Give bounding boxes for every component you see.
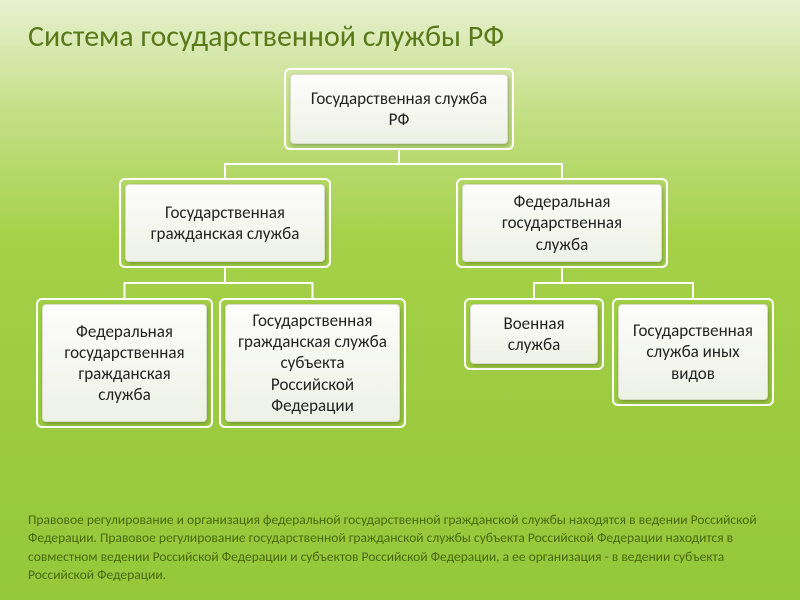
node-fed: Федеральная государственная служба: [462, 184, 662, 262]
node-civil: Государственная гражданская служба: [125, 184, 325, 262]
node-civil1: Федеральная государственная гражданская …: [42, 304, 207, 422]
node-label: Федеральная государственная гражданская …: [55, 321, 194, 406]
node-label: Военная служба: [483, 313, 585, 356]
node-root: Государственная служба РФ: [290, 74, 508, 144]
page-title: Система государственной службы РФ: [0, 0, 800, 55]
node-fed2: Государственная служба иных видов: [618, 304, 768, 400]
node-label: Государственная служба РФ: [303, 88, 495, 131]
node-label: Государственная гражданская служба субъе…: [238, 310, 387, 416]
node-label: Государственная служба иных видов: [631, 320, 755, 384]
footnote-text: Правовое регулирование и организация фед…: [28, 511, 772, 584]
node-label: Федеральная государственная служба: [475, 191, 649, 255]
node-label: Государственная гражданская служба: [138, 202, 312, 245]
org-chart: Государственная служба РФ Государственна…: [0, 64, 800, 484]
node-civil2: Государственная гражданская служба субъе…: [225, 304, 400, 422]
node-fed1: Военная служба: [470, 304, 598, 364]
